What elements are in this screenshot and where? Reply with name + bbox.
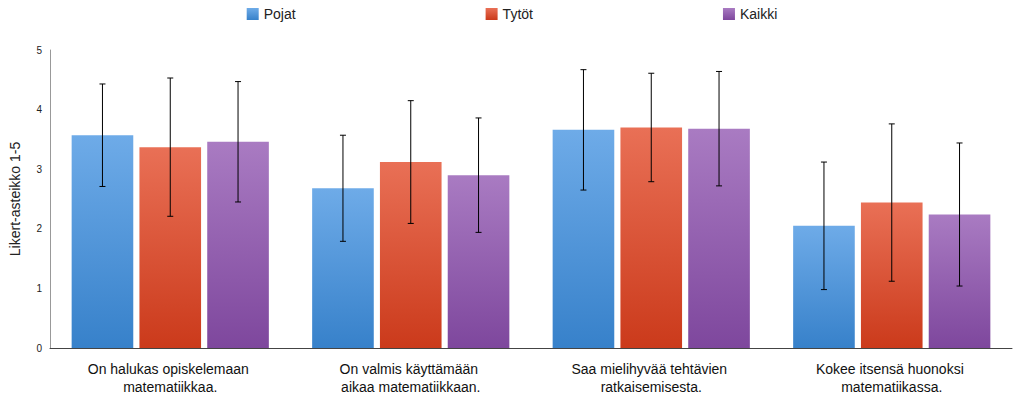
svg-text:Tytöt: Tytöt bbox=[503, 6, 533, 22]
svg-text:1: 1 bbox=[36, 283, 42, 294]
svg-text:aikaa matematiikkaan.: aikaa matematiikkaan. bbox=[341, 379, 480, 395]
svg-text:Kokee itsensä huonoksi: Kokee itsensä huonoksi bbox=[816, 361, 968, 377]
svg-text:Kaikki: Kaikki bbox=[740, 6, 777, 22]
svg-text:2: 2 bbox=[36, 223, 42, 234]
svg-text:matematiikkaa.: matematiikkaa. bbox=[123, 379, 217, 395]
svg-text:Saa mielihyvää tehtävien: Saa mielihyvää tehtävien bbox=[571, 361, 731, 377]
svg-text:Pojat: Pojat bbox=[264, 6, 296, 22]
svg-text:matematiikassa.: matematiikassa. bbox=[841, 379, 942, 395]
svg-text:Likert-asteikko 1-5: Likert-asteikko 1-5 bbox=[7, 142, 23, 257]
svg-text:5: 5 bbox=[36, 45, 42, 56]
svg-text:4: 4 bbox=[36, 104, 42, 115]
svg-text:On valmis käyttämään: On valmis käyttämään bbox=[340, 361, 482, 377]
svg-text:ratkaisemisesta.: ratkaisemisesta. bbox=[601, 379, 702, 395]
svg-text:On halukas opiskelemaan: On halukas opiskelemaan bbox=[88, 361, 253, 377]
svg-text:3: 3 bbox=[36, 164, 42, 175]
svg-text:0: 0 bbox=[36, 343, 42, 354]
